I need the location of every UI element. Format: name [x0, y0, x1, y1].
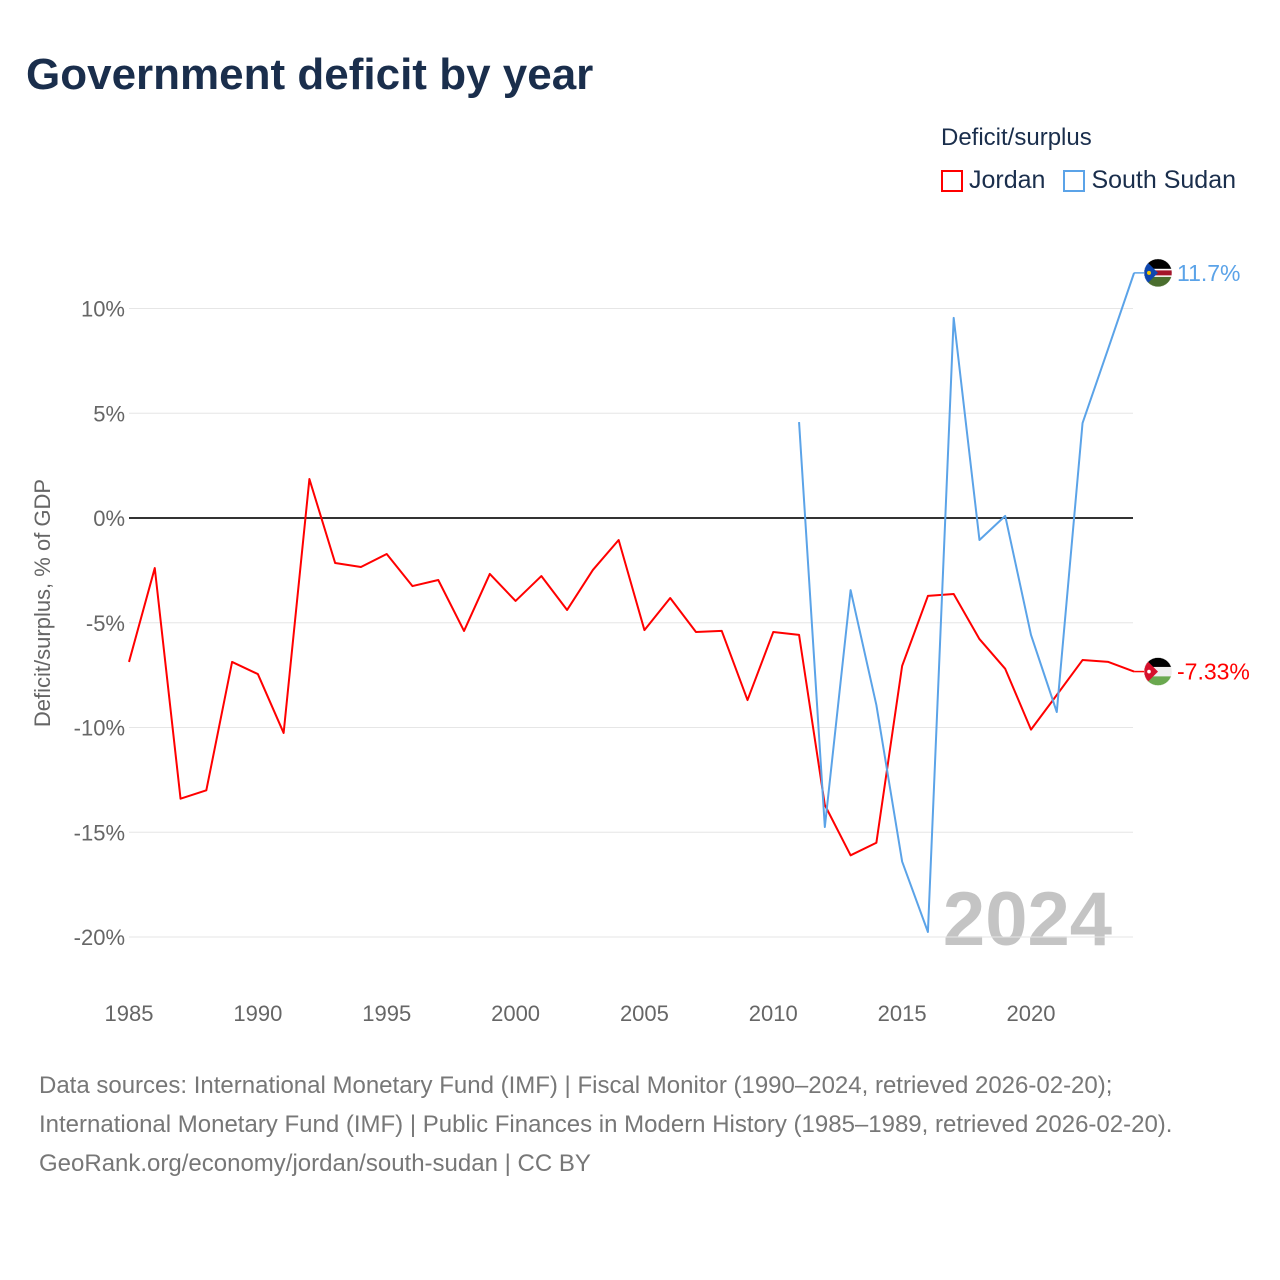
legend-swatch-south-sudan: [1063, 169, 1086, 192]
triangle: [1144, 657, 1158, 686]
y-tick-label: 5%: [93, 401, 125, 426]
legend-swatch-jordan: [941, 169, 963, 192]
y-tick-label: 10%: [81, 297, 125, 322]
x-tick-label: 2000: [491, 1001, 540, 1026]
legend-label: Jordan: [969, 166, 1046, 194]
end-label-south-sudan: 11.7%: [1177, 260, 1241, 286]
legend-label: South Sudan: [1091, 166, 1237, 194]
y-tick-label: -15%: [74, 820, 125, 845]
stripe: [1144, 676, 1172, 686]
legend-item-jordan[interactable]: Jordan: [941, 166, 1045, 195]
legend-title: Deficit/surplus: [941, 124, 1092, 151]
plot-area: 2024 10% 5% 0% -5% -10% -15% -20% 1985 1990 1995 20…: [30, 258, 1250, 1026]
star: [1147, 270, 1151, 275]
series-line-south-sudan: [798, 272, 1136, 933]
year-watermark: 2024: [943, 877, 1112, 962]
y-tick-label: 0%: [93, 506, 125, 531]
y-tick-label: -5%: [86, 611, 125, 636]
x-tick-label: 2005: [620, 1001, 669, 1026]
x-tick-label: 1995: [362, 1001, 411, 1026]
credit-link[interactable]: GeoRank.org/economy/jordan/south-sudan |…: [39, 1150, 591, 1177]
series-line-jordan: [128, 478, 1135, 857]
end-label-jordan: -7.33%: [1177, 659, 1250, 685]
x-tick-label: 2010: [749, 1001, 798, 1026]
data-sources: Data sources: International Monetary Fun…: [39, 1072, 1173, 1138]
y-tick-label: -20%: [74, 925, 125, 950]
x-tick-label: 1990: [233, 1001, 282, 1026]
jordan-flag-icon: [1144, 657, 1172, 686]
stripe: [1144, 276, 1172, 287]
legend-item-south-sudan[interactable]: South Sudan: [1063, 166, 1236, 195]
star: [1147, 669, 1151, 674]
x-tick-label: 2015: [878, 1001, 927, 1026]
stripe: [1144, 258, 1172, 269]
x-tick-label: 2020: [1007, 1001, 1056, 1026]
y-tick-label: -10%: [74, 716, 125, 741]
x-tick-label: 1985: [105, 1001, 154, 1026]
stripe: [1144, 657, 1172, 667]
chart-title: Government deficit by year: [26, 50, 594, 99]
stripe: [1144, 666, 1172, 677]
legend: Jordan South Sudan: [941, 166, 1236, 195]
y-axis-label: Deficit/surplus, % of GDP: [30, 479, 55, 727]
footer: Data sources: International Monetary Fun…: [39, 1066, 1239, 1183]
south-sudan-flag-icon: [1144, 258, 1172, 287]
